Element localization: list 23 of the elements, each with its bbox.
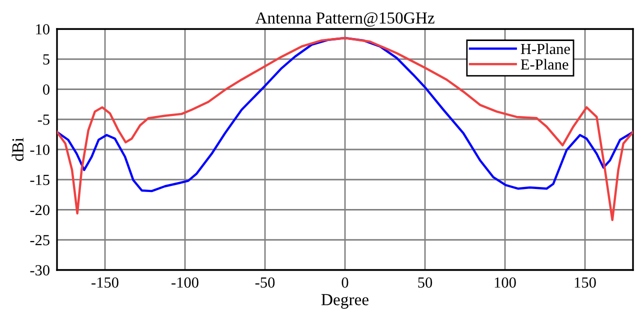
- line-series: [57, 36, 633, 192]
- x-tick-label: 50: [418, 277, 432, 288]
- x-tick-label: 100: [494, 277, 516, 288]
- legend-label: H-Plane: [520, 43, 570, 54]
- x-axis-title: Degree: [321, 294, 368, 309]
- y-tick-label: 0: [43, 84, 50, 95]
- x-tick-label: 150: [574, 277, 596, 288]
- y-tick-label: -30: [30, 265, 50, 276]
- y-tick-label: 10: [36, 24, 50, 34]
- line-series: [57, 36, 633, 222]
- y-axis-title: dBi: [12, 138, 24, 161]
- chart-title: Antenna Pattern@150GHz: [255, 12, 434, 27]
- x-tick-label: -150: [92, 277, 118, 288]
- y-tick-label: -20: [30, 204, 50, 216]
- x-tick-label: -50: [255, 277, 275, 288]
- y-tick-label: 5: [43, 54, 50, 65]
- y-tick-label: -15: [30, 174, 50, 186]
- x-tick-label: 0: [342, 277, 348, 288]
- y-tick-label: -25: [30, 235, 50, 246]
- y-tick-label: -10: [30, 144, 50, 155]
- y-tick-label: -5: [38, 114, 50, 125]
- x-tick-label: -100: [172, 277, 198, 288]
- legend-label: E-Plane: [520, 58, 568, 70]
